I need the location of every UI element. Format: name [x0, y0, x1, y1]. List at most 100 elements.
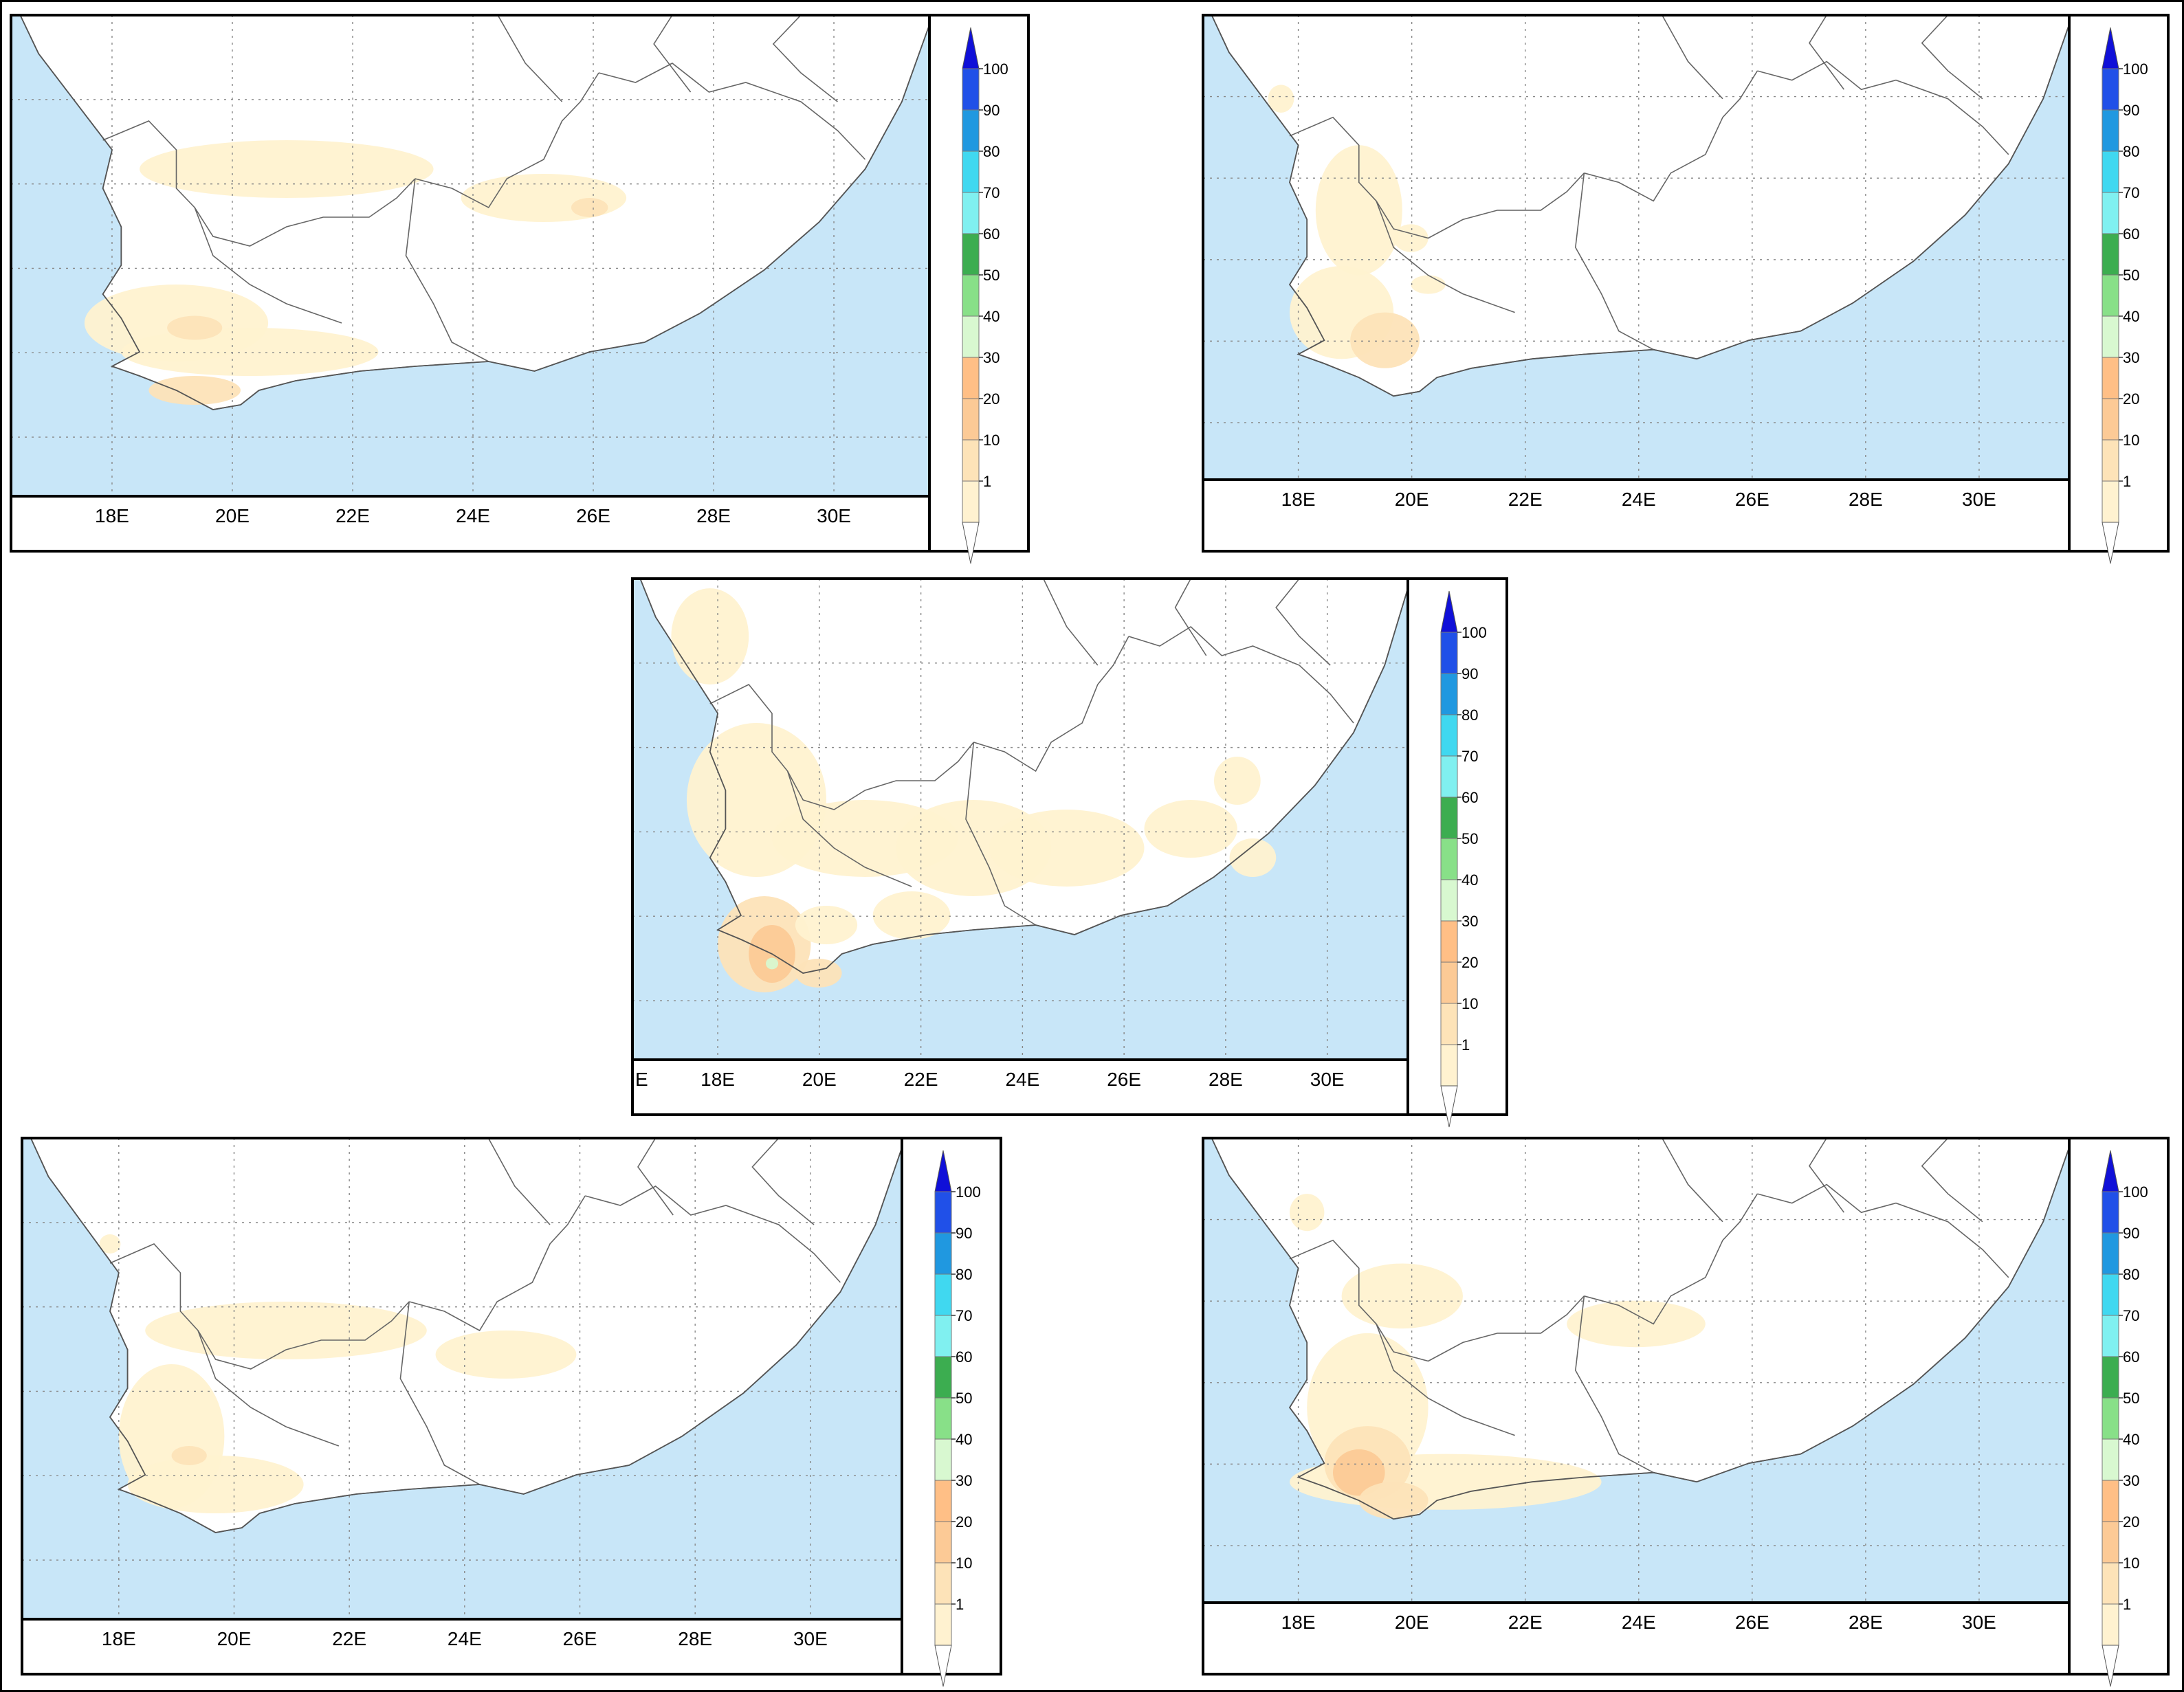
colorbar-segment: [2102, 1315, 2119, 1357]
colorbar-segment: [2102, 1273, 2119, 1316]
colorbar-segment: [934, 1397, 952, 1440]
colorbar-segment: [962, 192, 980, 234]
precip-contour: [1358, 1482, 1429, 1520]
province-border: [197, 1330, 340, 1447]
precip-contour: [989, 810, 1145, 887]
colorbar-label: 20: [956, 1513, 972, 1530]
lon-tick-label: 24E: [448, 1628, 482, 1649]
colorbar-min-arrow: [1440, 1085, 1458, 1128]
province-border: [1662, 15, 1723, 100]
colorbar-segment: [1440, 838, 1458, 880]
colorbar-segment: [1440, 879, 1458, 922]
lon-tick-label: 22E: [332, 1628, 366, 1649]
lon-tick-label: 26E: [576, 505, 610, 526]
colorbar-segment: [962, 274, 980, 317]
colorbar-label: 100: [2123, 1183, 2148, 1201]
panel-top-left: 18E 20E 22E 24E 26E 28E 30E 100 90 80 70 60 50 40 30 20…: [10, 14, 1030, 564]
province-border: [772, 15, 838, 102]
province-border: [973, 636, 1129, 772]
colorbar-label: 60: [1461, 789, 1478, 806]
province-border: [1289, 116, 1585, 239]
colorbar-segment: [962, 439, 980, 482]
lon-tick-label: 26E: [1107, 1069, 1141, 1090]
colorbar-segment: [1440, 1044, 1458, 1087]
colorbar-segment: [934, 1356, 952, 1399]
lon-tick-label: 30E: [1962, 1612, 1996, 1633]
colorbar-segment: [934, 1562, 952, 1605]
province-border: [405, 178, 489, 362]
province-border: [109, 1243, 410, 1370]
colorbar-segment: [2102, 357, 2119, 399]
province-border: [653, 15, 692, 93]
colorbar-max-arrow: [2102, 27, 2119, 69]
coastline: [30, 1138, 902, 1533]
precip-contour: [1350, 312, 1420, 368]
precip-contour: [99, 1234, 121, 1254]
colorbar-label: 80: [2123, 1266, 2139, 1283]
colorbar-label: 1: [956, 1596, 964, 1613]
colorbar-label: 20: [2123, 1513, 2139, 1530]
province-border: [1289, 1239, 1585, 1362]
colorbar-segment: [2102, 1438, 2119, 1481]
precip-contour: [1268, 85, 1294, 113]
panel-center: E 18E 20E 22E 24E 26E 28E 30E 100 90 80 70 60 50 40 30 2…: [631, 577, 1508, 1128]
province-border: [1921, 1138, 1983, 1223]
colorbar-segment: [934, 1273, 952, 1316]
colorbar-label: 50: [2123, 267, 2139, 284]
panel-bottom-right: 18E 20E 22E 24E 26E 28E 30E 100 90 80 70 60 50 40 30 20…: [1202, 1137, 2170, 1687]
precip-contour: [1333, 1449, 1385, 1496]
colorbar-segment: [1440, 1003, 1458, 1045]
colorbar-segment: [962, 109, 980, 152]
colorbar-label: 70: [2123, 1307, 2139, 1324]
panel-bottom-left: 18E 20E 22E 24E 26E 28E 30E 100 90 80 70 60 50 40 30 20…: [21, 1137, 1002, 1687]
province-border: [497, 15, 563, 102]
colorbar-segment: [2102, 1397, 2119, 1440]
colorbar-label: 1: [2123, 1596, 2131, 1613]
panel-svg: 18E 20E 22E 24E 26E 28E 30E 100 90 80 70 60 50 40 30 20…: [21, 1137, 1002, 1687]
precip-contour: [167, 315, 223, 340]
lon-tick-label: 30E: [817, 505, 851, 526]
lon-tick-label: 24E: [456, 505, 490, 526]
colorbar-segment: [2102, 1562, 2119, 1605]
province-border: [1174, 579, 1207, 656]
province-border: [1757, 60, 2009, 155]
precip-contour: [1315, 145, 1402, 276]
colorbar-segment: [2102, 315, 2119, 358]
colorbar-max-arrow: [2102, 1150, 2119, 1192]
lon-tick-label: 30E: [793, 1628, 828, 1649]
colorbar-label: 50: [956, 1390, 972, 1407]
colorbar-segment: [962, 151, 980, 193]
precip-contour: [140, 140, 434, 198]
colorbar-label: 40: [2123, 1431, 2139, 1448]
province-border: [1574, 1295, 1654, 1473]
lon-tick-label: 28E: [1849, 489, 1883, 510]
colorbar-min-arrow: [2102, 522, 2119, 564]
colorbar-label: 30: [956, 1472, 972, 1489]
province-border: [584, 1185, 841, 1283]
coastline: [639, 579, 1408, 974]
colorbar-segment: [2102, 109, 2119, 152]
colorbar-segment: [1440, 714, 1458, 757]
colorbar-label: 60: [2123, 1348, 2139, 1366]
precip-contour: [1567, 1300, 1706, 1348]
province-border: [786, 770, 912, 887]
panel-svg: 18E 20E 22E 24E 26E 28E 30E 100 90 80 70 60 50 40 30 20…: [1202, 1137, 2170, 1687]
lon-tick-label: 22E: [904, 1069, 938, 1090]
lon-tick-label: 18E: [95, 505, 129, 526]
lon-tick-label: E: [635, 1069, 648, 1090]
colorbar-segment: [934, 1603, 952, 1646]
lon-tick-label: 22E: [1508, 489, 1543, 510]
colorbar-segment: [2102, 233, 2119, 276]
colorbar-max-arrow: [1440, 590, 1458, 633]
precip-contour: [145, 1302, 427, 1359]
province-border: [1376, 201, 1515, 313]
colorbar-label: 60: [2123, 225, 2139, 243]
colorbar-segment: [934, 1438, 952, 1481]
colorbar-segment: [962, 315, 980, 358]
colorbar-label: 20: [1461, 954, 1478, 971]
lon-tick-label: 18E: [102, 1628, 136, 1649]
colorbar-segment: [2102, 1603, 2119, 1646]
lon-tick-label: 18E: [1281, 489, 1316, 510]
colorbar-label: 40: [983, 308, 1000, 325]
province-border: [637, 1138, 674, 1216]
